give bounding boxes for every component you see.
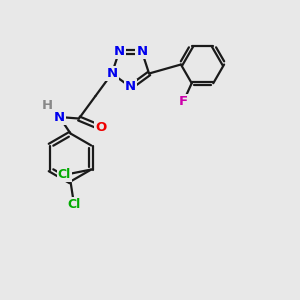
- Text: N: N: [54, 110, 65, 124]
- Text: Cl: Cl: [67, 198, 80, 211]
- Text: N: N: [136, 45, 148, 58]
- Text: N: N: [113, 45, 124, 58]
- Text: Cl: Cl: [58, 167, 71, 181]
- Text: F: F: [179, 95, 188, 108]
- Text: N: N: [125, 80, 136, 94]
- Text: N: N: [106, 67, 118, 80]
- Text: H: H: [41, 99, 52, 112]
- Text: O: O: [95, 121, 106, 134]
